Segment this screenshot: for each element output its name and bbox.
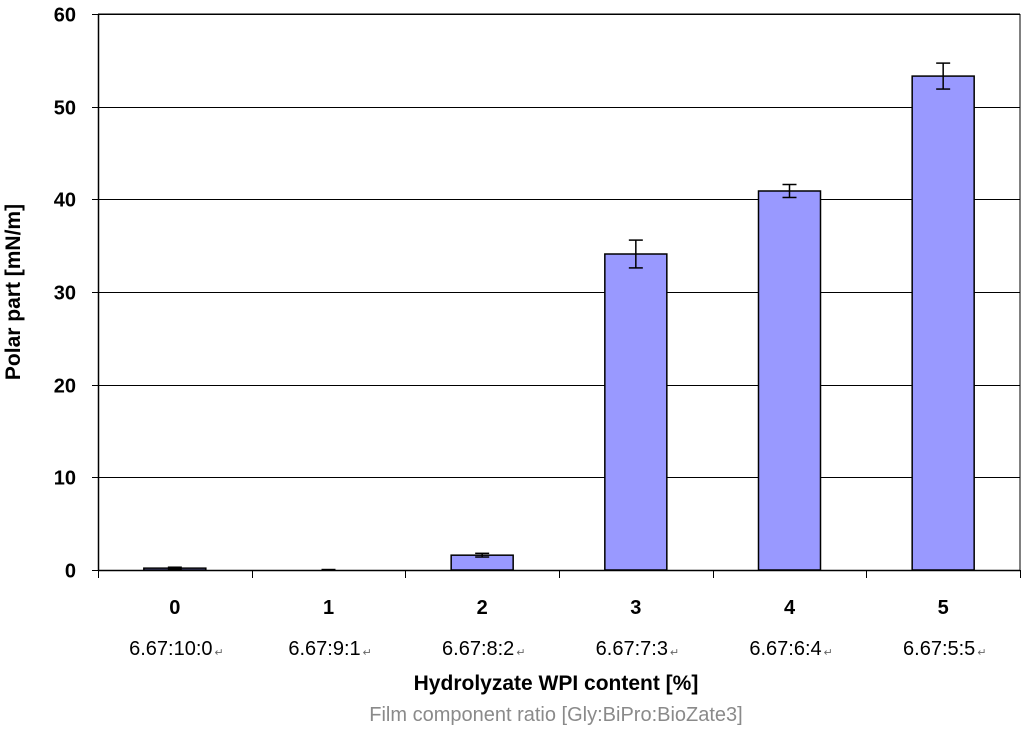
x-category-ratio-label: 6.67:10:0	[129, 638, 212, 660]
x-category-label: 4	[784, 597, 796, 619]
x-category-label: 0	[169, 597, 180, 619]
bar	[757, 190, 822, 571]
y-tick-label: 20	[54, 376, 76, 398]
y-axis-title: Polar part [mN/m]	[2, 204, 25, 380]
return-mark-icon: ↵	[516, 647, 525, 659]
y-tick-label: 60	[54, 5, 76, 27]
return-mark-icon: ↵	[215, 647, 224, 659]
y-tick-label: 10	[54, 468, 76, 490]
bars	[143, 62, 975, 571]
x-category-label: 5	[938, 597, 949, 619]
x-category-ratio-label: 6.67:5:5	[903, 638, 975, 660]
axes	[92, 14, 1021, 578]
bar	[604, 253, 668, 571]
return-mark-icon: ↵	[670, 647, 679, 659]
y-tick-label: 40	[54, 190, 76, 212]
x-category-label: 3	[630, 597, 641, 619]
return-mark-icon: ↵	[824, 647, 833, 659]
x-category-label: 1	[323, 597, 334, 619]
return-mark-icon: ↵	[977, 647, 986, 659]
x-category-label: 2	[477, 597, 488, 619]
x-category-ratio-label: 6.67:9:1	[288, 638, 360, 660]
x-category-ratio-label: 6.67:7:3	[596, 638, 668, 660]
return-mark-icon: ↵	[363, 647, 372, 659]
x-category-ratio-label: 6.67:6:4	[749, 638, 821, 660]
y-tick-label: 50	[54, 98, 76, 120]
grid-lines	[98, 13, 1021, 570]
y-tick-label: 0	[65, 561, 76, 583]
x-axis-title: Hydrolyzate WPI content [%]	[414, 672, 699, 695]
chart-caption: Film component ratio [Gly:BiPro:BioZate3…	[369, 704, 742, 726]
bar	[911, 75, 975, 571]
y-tick-label: 30	[54, 283, 76, 305]
x-category-ratio-label: 6.67:8:2	[442, 638, 514, 660]
